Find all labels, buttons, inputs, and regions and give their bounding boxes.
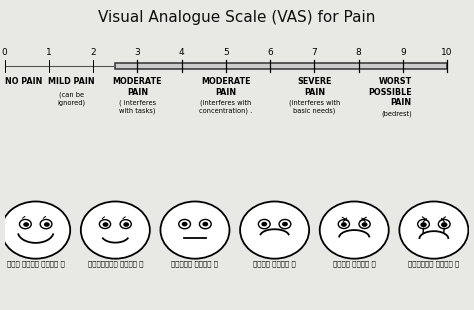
FancyBboxPatch shape <box>115 63 447 69</box>
Text: NO PAIN: NO PAIN <box>5 77 42 86</box>
Text: सामान्य दर्द ।: सामान्य दर्द । <box>88 261 143 267</box>
Text: 7: 7 <box>311 47 317 56</box>
Circle shape <box>258 219 270 229</box>
Text: 8: 8 <box>356 47 362 56</box>
Circle shape <box>279 219 291 229</box>
Circle shape <box>23 222 29 227</box>
Circle shape <box>261 222 267 226</box>
Text: (can be
ignored): (can be ignored) <box>57 92 85 106</box>
Text: SEVERE
PAIN: SEVERE PAIN <box>297 77 332 96</box>
Circle shape <box>202 222 208 226</box>
Ellipse shape <box>161 202 229 259</box>
Circle shape <box>102 222 109 227</box>
Text: काफी दर्द ।: काफी दर्द । <box>253 261 296 267</box>
Circle shape <box>359 220 370 228</box>
Text: 4: 4 <box>179 47 184 56</box>
Text: कोई दर्द नहीं ।: कोई दर्द नहीं । <box>7 261 64 267</box>
Text: (interferes with
basic needs): (interferes with basic needs) <box>289 100 340 114</box>
Circle shape <box>441 222 447 227</box>
Text: बहुत दर्द ।: बहुत दर्द । <box>333 261 375 267</box>
Circle shape <box>120 220 131 228</box>
Ellipse shape <box>400 202 468 259</box>
Circle shape <box>179 219 191 229</box>
Text: (interferes with
concentration) .: (interferes with concentration) . <box>199 100 253 114</box>
Text: MODERATE
PAIN: MODERATE PAIN <box>113 77 162 96</box>
Text: MODERATE
PAIN: MODERATE PAIN <box>201 77 251 96</box>
Circle shape <box>420 222 427 227</box>
Text: 6: 6 <box>267 47 273 56</box>
Text: असहनीय दर्द ।: असहनीय दर्द । <box>408 261 459 267</box>
Circle shape <box>100 220 110 228</box>
Circle shape <box>438 219 450 229</box>
Ellipse shape <box>320 202 389 259</box>
Ellipse shape <box>81 202 150 259</box>
Text: ( interferes
with tasks): ( interferes with tasks) <box>119 100 156 114</box>
Circle shape <box>182 222 188 226</box>
Text: 0: 0 <box>2 47 8 56</box>
Text: 9: 9 <box>400 47 406 56</box>
Circle shape <box>19 219 31 229</box>
Text: 10: 10 <box>441 47 453 56</box>
Circle shape <box>200 219 211 229</box>
Text: 1: 1 <box>46 47 52 56</box>
Text: 2: 2 <box>91 47 96 56</box>
Text: (bedrest): (bedrest) <box>381 110 412 117</box>
Circle shape <box>40 219 52 229</box>
Circle shape <box>341 222 347 227</box>
Circle shape <box>362 222 367 227</box>
Circle shape <box>338 220 349 228</box>
Text: Visual Analogue Scale (VAS) for Pain: Visual Analogue Scale (VAS) for Pain <box>98 10 376 25</box>
Text: 3: 3 <box>135 47 140 56</box>
Circle shape <box>44 222 50 227</box>
Text: थोड़ा दर्द ।: थोड़ा दर्द । <box>172 261 219 267</box>
Circle shape <box>418 219 429 229</box>
Circle shape <box>282 222 288 226</box>
Circle shape <box>123 222 129 227</box>
Ellipse shape <box>1 202 70 259</box>
Text: MILD PAIN: MILD PAIN <box>48 77 94 86</box>
Ellipse shape <box>240 202 309 259</box>
Text: WORST
POSSIBLE
PAIN: WORST POSSIBLE PAIN <box>368 77 412 107</box>
Text: 5: 5 <box>223 47 229 56</box>
